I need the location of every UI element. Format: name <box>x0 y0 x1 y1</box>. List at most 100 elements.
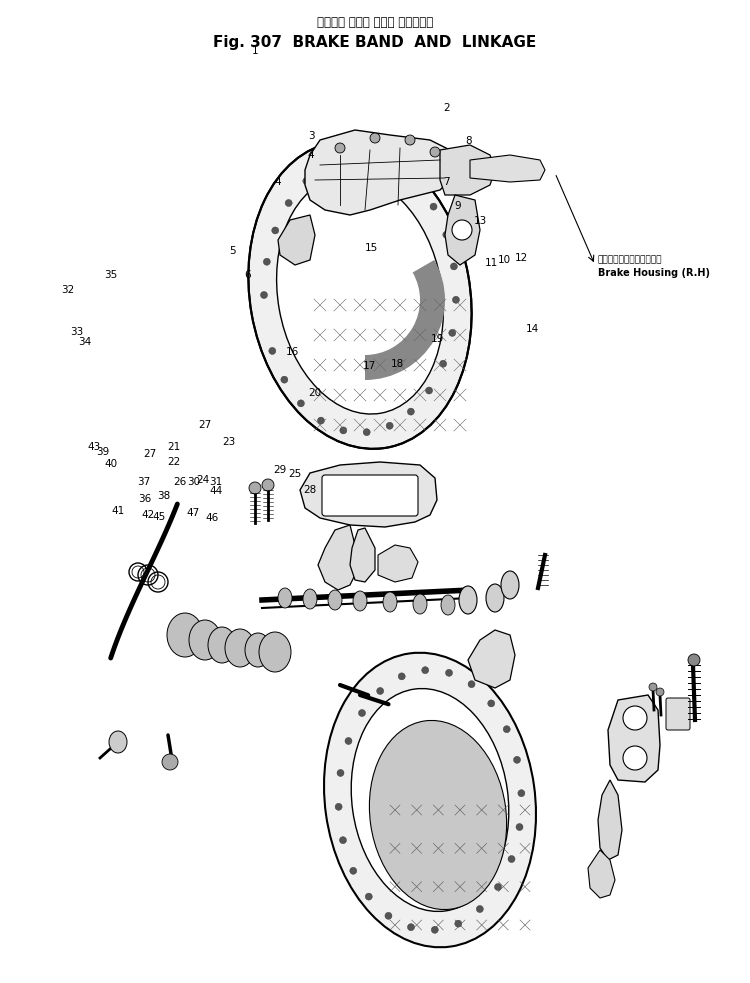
Ellipse shape <box>383 592 397 612</box>
Polygon shape <box>598 780 622 860</box>
Text: 33: 33 <box>70 327 83 337</box>
Ellipse shape <box>248 142 472 449</box>
Circle shape <box>688 654 700 666</box>
Ellipse shape <box>225 629 255 667</box>
Text: 16: 16 <box>286 347 299 357</box>
Ellipse shape <box>324 653 536 948</box>
Circle shape <box>656 688 664 696</box>
Circle shape <box>442 231 450 238</box>
Circle shape <box>385 912 392 919</box>
Text: 32: 32 <box>61 285 74 295</box>
Text: 40: 40 <box>104 459 118 469</box>
Text: 1: 1 <box>252 46 258 56</box>
Text: 26: 26 <box>173 477 187 487</box>
Ellipse shape <box>303 589 317 609</box>
Text: 11: 11 <box>484 259 498 268</box>
Text: 7: 7 <box>443 177 449 187</box>
Circle shape <box>448 329 456 336</box>
Ellipse shape <box>167 613 203 657</box>
Text: 6: 6 <box>244 270 250 280</box>
Circle shape <box>263 259 270 265</box>
Circle shape <box>422 666 429 673</box>
Ellipse shape <box>259 632 291 672</box>
Circle shape <box>430 203 437 210</box>
Polygon shape <box>305 130 455 215</box>
Ellipse shape <box>501 571 519 599</box>
Text: 2: 2 <box>443 103 449 113</box>
Circle shape <box>398 672 405 680</box>
Text: 13: 13 <box>473 216 487 226</box>
Circle shape <box>452 220 472 240</box>
Circle shape <box>514 756 520 764</box>
Circle shape <box>440 360 447 368</box>
Ellipse shape <box>208 627 236 663</box>
Text: 44: 44 <box>209 487 223 496</box>
Circle shape <box>162 754 178 770</box>
Ellipse shape <box>353 591 367 611</box>
Text: 27: 27 <box>198 420 211 430</box>
Circle shape <box>494 884 502 891</box>
Text: 31: 31 <box>209 477 223 487</box>
Circle shape <box>425 387 433 394</box>
Text: ブレーキハウジング（右）: ブレーキハウジング（右） <box>598 256 662 264</box>
Polygon shape <box>445 195 480 265</box>
Ellipse shape <box>277 176 443 414</box>
Circle shape <box>516 824 523 831</box>
Circle shape <box>430 147 440 157</box>
Polygon shape <box>588 850 615 898</box>
Text: 15: 15 <box>364 243 378 253</box>
Text: 41: 41 <box>112 506 125 516</box>
Text: 36: 36 <box>138 494 152 504</box>
Text: 20: 20 <box>308 388 322 398</box>
Circle shape <box>337 770 344 777</box>
Text: 23: 23 <box>222 437 236 447</box>
Text: Brake Housing (R.H): Brake Housing (R.H) <box>598 268 710 278</box>
Circle shape <box>340 837 346 843</box>
Circle shape <box>407 924 415 931</box>
Text: 18: 18 <box>391 359 404 369</box>
Circle shape <box>508 855 515 862</box>
Ellipse shape <box>441 595 455 615</box>
Circle shape <box>446 669 452 676</box>
Circle shape <box>340 427 346 434</box>
Circle shape <box>350 867 357 874</box>
Circle shape <box>280 376 288 383</box>
Text: ブレーキ バンド および リンケージ: ブレーキ バンド および リンケージ <box>316 16 434 29</box>
Circle shape <box>623 706 647 730</box>
Circle shape <box>413 180 420 187</box>
Circle shape <box>335 143 345 153</box>
Circle shape <box>468 680 475 688</box>
Text: 38: 38 <box>157 492 170 501</box>
Text: 21: 21 <box>167 442 181 452</box>
Text: 8: 8 <box>466 136 472 145</box>
Polygon shape <box>278 215 315 265</box>
Text: 4: 4 <box>274 177 280 187</box>
Text: 10: 10 <box>497 256 511 265</box>
Circle shape <box>488 700 495 707</box>
Text: 5: 5 <box>230 246 236 256</box>
Circle shape <box>272 227 279 234</box>
Text: 28: 28 <box>303 485 316 494</box>
Circle shape <box>262 479 274 491</box>
Text: 19: 19 <box>430 334 444 344</box>
Circle shape <box>345 737 352 744</box>
Polygon shape <box>350 528 375 582</box>
Circle shape <box>518 789 525 796</box>
Text: 27: 27 <box>143 449 157 459</box>
FancyBboxPatch shape <box>322 475 418 516</box>
Text: 25: 25 <box>288 469 302 479</box>
Polygon shape <box>318 525 360 590</box>
Circle shape <box>346 154 353 162</box>
Text: 47: 47 <box>187 508 200 518</box>
Circle shape <box>365 894 372 900</box>
Circle shape <box>363 429 370 435</box>
Text: 4: 4 <box>308 150 314 160</box>
Text: 12: 12 <box>514 253 528 262</box>
Circle shape <box>452 296 460 304</box>
Text: 22: 22 <box>167 457 181 467</box>
Ellipse shape <box>351 688 508 911</box>
Polygon shape <box>300 462 437 527</box>
Circle shape <box>370 133 380 143</box>
Circle shape <box>623 746 647 770</box>
Circle shape <box>358 710 365 717</box>
